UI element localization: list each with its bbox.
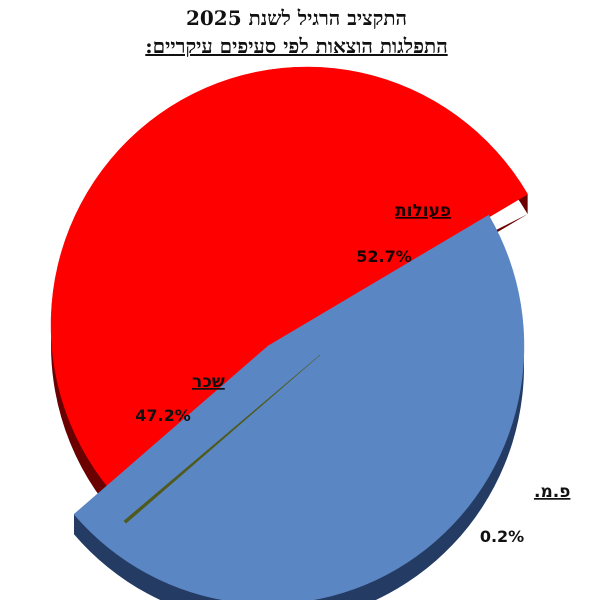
chart-subtitle: התפלגות הוצאות לפי סעיפים עיקריים:: [145, 34, 448, 58]
slice-label-salary: שכר 47.2%: [135, 372, 225, 425]
slice-label-operations: פעולות 52.7%: [356, 201, 451, 266]
label-misc-value: 0.2%: [480, 527, 524, 546]
chart-title-block: התקציב הרגיל לשנת 2025 התפלגות הוצאות לפ…: [0, 4, 593, 60]
label-salary-name: שכר: [192, 372, 225, 392]
label-misc-name: פ.מ.: [534, 482, 570, 502]
label-operations-name: פעולות: [395, 201, 451, 221]
pie-slice-salary: [73, 214, 525, 600]
chart-title: התקציב הרגיל לשנת 2025: [185, 6, 408, 30]
label-salary-value: 47.2%: [135, 406, 191, 425]
pie-slice-misc: [123, 354, 321, 524]
pie-tops: [50, 66, 528, 600]
pie-slice-operations: [50, 66, 528, 492]
slice-label-misc: פ.מ. 0.2%: [480, 482, 571, 546]
label-operations-value: 52.7%: [356, 247, 412, 266]
